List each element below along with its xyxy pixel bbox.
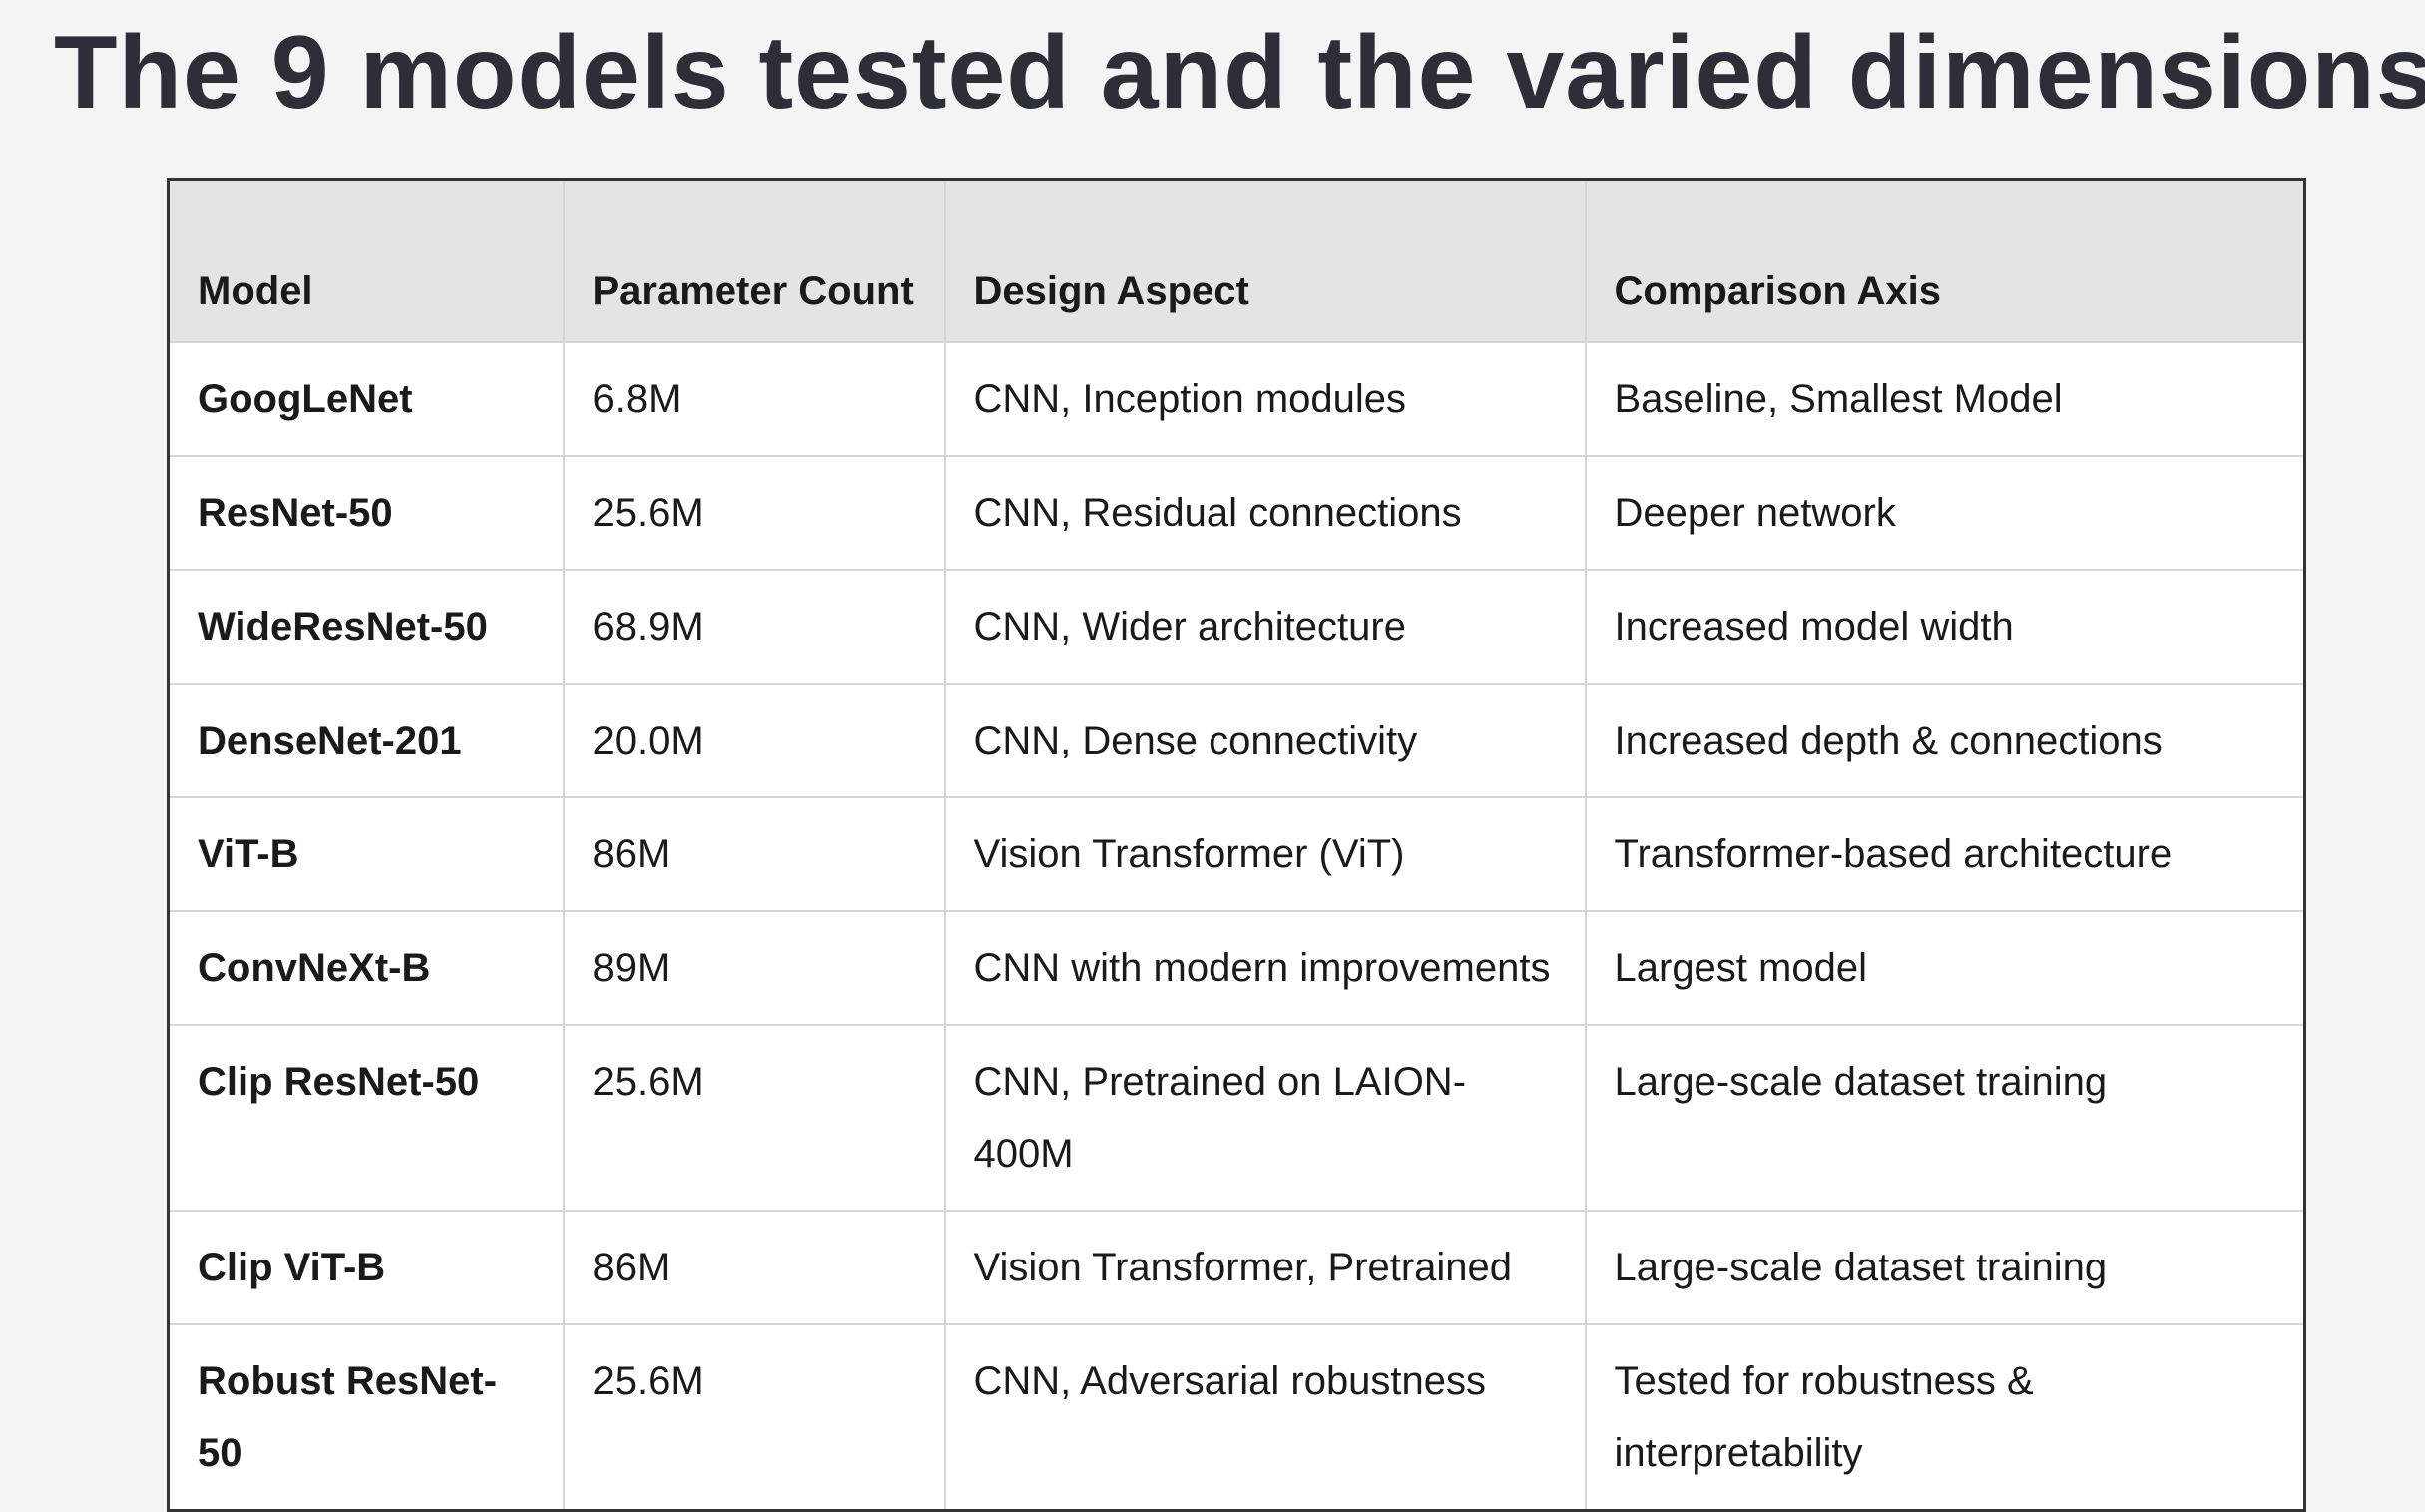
column-header: Design Aspect (943, 178, 1587, 343)
table-row: ConvNeXt-B 89M CNN with modern improvement… (167, 910, 2306, 1026)
header-row: Model Parameter Count Design Aspect Compari… (167, 178, 2306, 343)
table-cell: Vision Transformer, Pretrained (943, 1210, 1587, 1325)
table-row: ViT-B 86M Vision Transformer (ViT) Transfor… (167, 796, 2306, 912)
table-row: Robust ResNet-50 25.6M CNN, Adversarial ro… (167, 1323, 2306, 1512)
table-cell: Vision Transformer (ViT) (943, 796, 1587, 912)
model-cell: WideResNet-50 (167, 569, 565, 685)
table-cell: Baseline, Smallest Model (1584, 341, 2306, 457)
model-cell: Robust ResNet-50 (167, 1323, 565, 1512)
table-cell: 6.8M (562, 341, 946, 457)
table-cell: Deeper network (1584, 455, 2306, 571)
table-cell: 68.9M (562, 569, 946, 685)
table-cell: 86M (562, 796, 946, 912)
table-cell: Increased depth & connections (1584, 683, 2306, 798)
column-header: Comparison Axis (1584, 178, 2306, 343)
table-cell: CNN, Wider architecture (943, 569, 1587, 685)
model-cell: ViT-B (167, 796, 565, 912)
table-cell: 25.6M (562, 1323, 946, 1512)
table-cell: Transformer-based architecture (1584, 796, 2306, 912)
models-table: Model Parameter Count Design Aspect Compari… (167, 178, 2306, 1512)
table-cell: 20.0M (562, 683, 946, 798)
column-header: Parameter Count (562, 178, 946, 343)
table-body: GoogLeNet 6.8M CNN, Inception modules Basel… (167, 341, 2306, 1512)
table-cell: Increased model width (1584, 569, 2306, 685)
table-cell: CNN with modern improvements (943, 910, 1587, 1026)
table-cell: Tested for robustness & interpretability (1584, 1323, 2306, 1512)
model-cell: Clip ResNet-50 (167, 1024, 565, 1212)
slide-title: The 9 models tested and the varied dimen… (54, 15, 2425, 131)
table-cell: 25.6M (562, 455, 946, 571)
model-cell: DenseNet-201 (167, 683, 565, 798)
table-cell: CNN, Residual connections (943, 455, 1587, 571)
table-container: Model Parameter Count Design Aspect Compari… (167, 178, 2306, 1512)
model-cell: ResNet-50 (167, 455, 565, 571)
table-cell: CNN, Adversarial robustness (943, 1323, 1587, 1512)
table-cell: Large-scale dataset training (1584, 1024, 2306, 1212)
column-header: Model (167, 178, 565, 343)
table-row: Clip ResNet-50 25.6M CNN, Pretrained on LA… (167, 1024, 2306, 1212)
table-cell: Large-scale dataset training (1584, 1210, 2306, 1325)
table-cell: 86M (562, 1210, 946, 1325)
table-cell: 25.6M (562, 1024, 946, 1212)
table-cell: CNN, Inception modules (943, 341, 1587, 457)
table-cell: Largest model (1584, 910, 2306, 1026)
table-row: WideResNet-50 68.9M CNN, Wider architectur… (167, 569, 2306, 685)
table-row: ResNet-50 25.6M CNN, Residual connections D… (167, 455, 2306, 571)
model-cell: GoogLeNet (167, 341, 565, 457)
table-cell: CNN, Dense connectivity (943, 683, 1587, 798)
table-row: GoogLeNet 6.8M CNN, Inception modules Basel… (167, 341, 2306, 457)
model-cell: ConvNeXt-B (167, 910, 565, 1026)
table-cell: CNN, Pretrained on LAION-400M (943, 1024, 1587, 1212)
table-cell: 89M (562, 910, 946, 1026)
table-row: DenseNet-201 20.0M CNN, Dense connectivity… (167, 683, 2306, 798)
model-cell: Clip ViT-B (167, 1210, 565, 1325)
table-row: Clip ViT-B 86M Vision Transformer, Pretrai… (167, 1210, 2306, 1325)
